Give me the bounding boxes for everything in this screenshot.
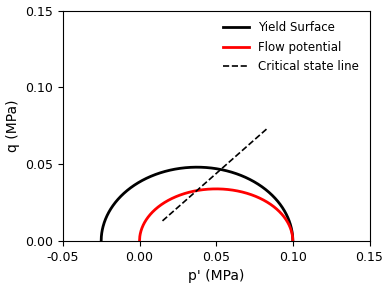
Yield Surface [249, 178, 253, 182]
Flow potential [199, 188, 204, 192]
Flow potential [257, 196, 261, 200]
Yield Surface [194, 165, 199, 169]
Flow potential [291, 239, 295, 243]
Line: Yield Surface: Yield Surface [101, 167, 293, 241]
Yield Surface [176, 167, 181, 170]
Flow potential [137, 239, 142, 243]
Critical state line [160, 219, 165, 223]
Yield Surface [118, 194, 123, 198]
Line: Flow potential: Flow potential [140, 189, 293, 241]
Flow potential [153, 208, 158, 211]
Yield Surface [99, 239, 103, 243]
Yield Surface [231, 171, 235, 174]
Flow potential [205, 188, 209, 191]
Yield Surface [183, 166, 188, 169]
Critical state line [256, 135, 260, 138]
Critical state line [165, 215, 169, 219]
Critical state line [259, 132, 264, 135]
Critical state line [166, 214, 171, 217]
Legend: Yield Surface, Flow potential, Critical state line: Yield Surface, Flow potential, Critical … [218, 16, 364, 78]
Line: Critical state line: Critical state line [163, 129, 267, 221]
Flow potential [259, 197, 264, 201]
Yield Surface [252, 180, 257, 184]
Flow potential [243, 191, 247, 194]
Flow potential [214, 187, 219, 191]
Critical state line [180, 202, 184, 205]
Critical state line [265, 127, 269, 131]
X-axis label: p' (MPa): p' (MPa) [188, 269, 244, 284]
Critical state line [188, 194, 193, 198]
Y-axis label: q (MPa): q (MPa) [5, 100, 19, 152]
Yield Surface [291, 239, 295, 243]
